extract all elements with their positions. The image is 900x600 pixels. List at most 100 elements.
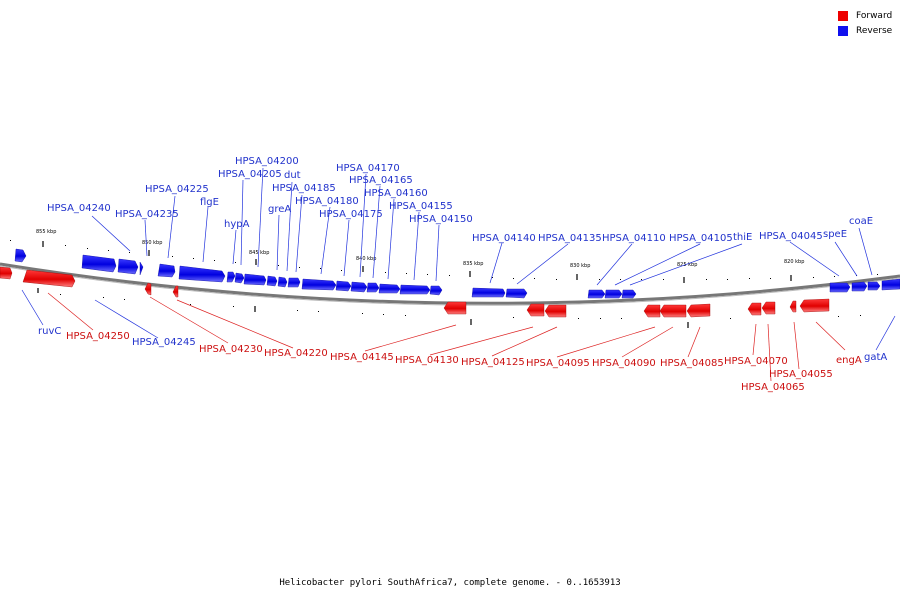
gene-arrow[interactable] bbox=[829, 282, 851, 293]
gene-arrow[interactable] bbox=[22, 269, 76, 288]
gene-arrow[interactable] bbox=[178, 265, 226, 283]
gene-arrow[interactable] bbox=[172, 285, 179, 298]
gene-label: HPSA_04230 bbox=[199, 344, 263, 355]
gene-label: HPSA_04225 bbox=[145, 184, 209, 195]
gene-arrow[interactable] bbox=[234, 272, 245, 284]
gene-label: HPSA_04200 bbox=[235, 156, 299, 167]
gene-label: gatA bbox=[864, 352, 887, 363]
reverse-gene-labels: HPSA_04240 HPSA_04235 HPSA_04225 flgE hy… bbox=[38, 156, 887, 363]
gene-arrow[interactable] bbox=[350, 281, 368, 293]
legend-forward-label: Forward bbox=[856, 10, 893, 21]
gene-arrow[interactable] bbox=[643, 304, 661, 318]
gene-arrow[interactable] bbox=[266, 275, 278, 287]
gene-arrow[interactable] bbox=[587, 289, 606, 299]
gene-arrow[interactable] bbox=[881, 278, 900, 291]
gene-arrow[interactable] bbox=[526, 303, 545, 317]
gene-arrow[interactable] bbox=[747, 302, 762, 316]
gene-arrow[interactable] bbox=[544, 304, 567, 318]
gene-label: HPSA_04135 bbox=[538, 233, 602, 244]
gene-arrow[interactable] bbox=[429, 285, 443, 296]
gene-label: HPSA_04070 bbox=[724, 356, 788, 367]
major-ticks bbox=[37, 241, 792, 328]
gene-label: HPSA_04235 bbox=[115, 209, 179, 220]
gene-arrow[interactable] bbox=[81, 254, 117, 273]
gene-label: HPSA_04095 bbox=[526, 358, 590, 369]
gene-arrow[interactable] bbox=[799, 298, 830, 313]
gene-arrow[interactable] bbox=[789, 300, 797, 313]
gene-arrow[interactable] bbox=[399, 284, 431, 295]
gene-arrow[interactable] bbox=[366, 282, 380, 293]
gene-label: greA bbox=[268, 204, 291, 215]
gene-arrow[interactable] bbox=[287, 277, 301, 288]
scale-label: 820 kbp bbox=[784, 259, 804, 265]
gene-label: HPSA_04085 bbox=[660, 358, 724, 369]
legend-reverse-label: Reverse bbox=[856, 25, 893, 36]
gene-arrow[interactable] bbox=[0, 266, 13, 280]
gene-label: HPSA_04045 bbox=[759, 231, 823, 242]
gene-label: HPSA_04110 bbox=[602, 233, 666, 244]
gene-label: HPSA_04150 bbox=[409, 214, 473, 225]
gene-label: HPSA_04180 bbox=[295, 196, 359, 207]
forward-leader-lines bbox=[47, 292, 846, 382]
gene-arrow[interactable] bbox=[851, 281, 868, 292]
gene-label: HPSA_04170 bbox=[336, 163, 400, 174]
gene-arrow[interactable] bbox=[335, 280, 352, 292]
legend: Forward Reverse bbox=[838, 8, 892, 38]
gene-arrow[interactable] bbox=[443, 301, 467, 315]
scale-label: 845 kbp bbox=[249, 250, 269, 256]
gene-arrow[interactable] bbox=[14, 248, 27, 263]
gene-label: HPSA_04145 bbox=[330, 352, 394, 363]
gene-arrow[interactable] bbox=[144, 282, 152, 296]
gene-arrow[interactable] bbox=[301, 278, 337, 291]
reverse-genes bbox=[14, 248, 900, 299]
gene-label: HPSA_04125 bbox=[461, 357, 525, 368]
gene-arrow[interactable] bbox=[157, 263, 176, 278]
gene-arrow[interactable] bbox=[621, 289, 637, 299]
gene-arrow[interactable] bbox=[659, 304, 687, 318]
gene-label: HPSA_04055 bbox=[769, 369, 833, 380]
gene-arrow[interactable] bbox=[471, 287, 506, 298]
gene-arrow[interactable] bbox=[867, 281, 881, 291]
gene-label: flgE bbox=[200, 197, 219, 208]
gene-label: HPSA_04245 bbox=[132, 337, 196, 348]
scale-label: 835 kbp bbox=[463, 261, 483, 267]
legend-reverse: Reverse bbox=[838, 23, 892, 38]
reverse-leader-lines bbox=[21, 167, 896, 351]
gene-arrow[interactable] bbox=[761, 301, 776, 315]
gene-label: HPSA_04220 bbox=[264, 348, 328, 359]
scale-label: 840 kbp bbox=[356, 256, 376, 262]
gene-label: thiE bbox=[733, 232, 752, 243]
gene-label: HPSA_04175 bbox=[319, 209, 383, 220]
gene-label: HPSA_04240 bbox=[47, 203, 111, 214]
gene-arrow[interactable] bbox=[139, 261, 144, 276]
gene-label: hypA bbox=[224, 219, 250, 230]
gene-label: HPSA_04165 bbox=[349, 175, 413, 186]
gene-arrow[interactable] bbox=[243, 273, 267, 286]
gene-arrow[interactable] bbox=[277, 276, 288, 288]
gene-label: HPSA_04105 bbox=[669, 233, 733, 244]
gene-label: speE bbox=[823, 229, 847, 240]
scale-label: 825 kbp bbox=[677, 262, 697, 268]
scale-label: 830 kbp bbox=[570, 263, 590, 269]
gene-label: HPSA_04185 bbox=[272, 183, 336, 194]
gene-label: HPSA_04155 bbox=[389, 201, 453, 212]
gene-label: HPSA_04090 bbox=[592, 358, 656, 369]
forward-swatch bbox=[838, 10, 848, 21]
scale-label: 850 kbp bbox=[142, 240, 162, 246]
forward-genes bbox=[0, 266, 830, 318]
gene-arrow[interactable] bbox=[117, 258, 139, 275]
gene-label: dut bbox=[284, 170, 301, 181]
gene-label: HPSA_04065 bbox=[741, 382, 805, 393]
legend-forward: Forward bbox=[838, 8, 892, 23]
gene-label: coaE bbox=[849, 216, 873, 227]
gene-label: HPSA_04140 bbox=[472, 233, 536, 244]
gene-arrow[interactable] bbox=[378, 283, 401, 294]
gene-label: HPSA_04205 bbox=[218, 169, 282, 180]
gene-label: HPSA_04160 bbox=[364, 188, 428, 199]
gene-arrow[interactable] bbox=[604, 289, 623, 299]
scale-label: 855 kbp bbox=[36, 229, 56, 235]
gene-arrow[interactable] bbox=[226, 271, 236, 283]
gene-arrow[interactable] bbox=[686, 303, 711, 318]
gene-arrow[interactable] bbox=[505, 288, 528, 299]
